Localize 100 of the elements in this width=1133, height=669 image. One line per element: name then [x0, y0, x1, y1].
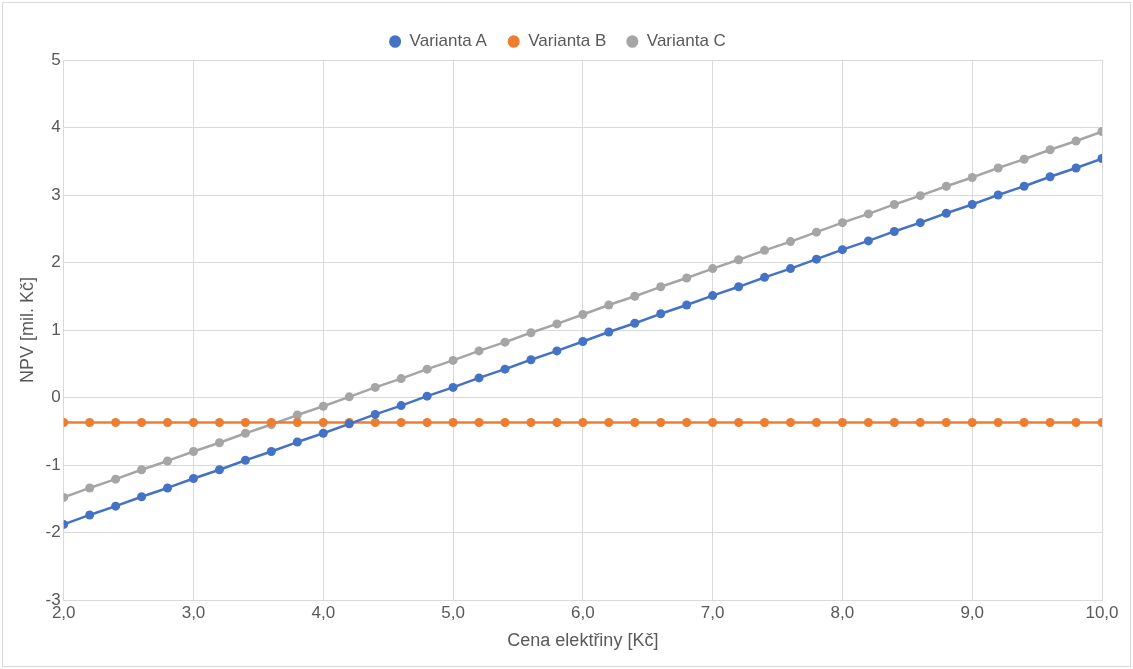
point	[967, 172, 977, 182]
point	[292, 417, 302, 427]
point	[448, 355, 458, 365]
point	[396, 374, 406, 384]
point	[915, 218, 925, 228]
point	[137, 492, 147, 502]
point	[760, 272, 770, 282]
point	[630, 417, 640, 427]
point	[240, 455, 250, 465]
point	[967, 199, 977, 209]
point	[578, 336, 588, 346]
x-tick-label: 3,0	[181, 602, 206, 622]
point	[85, 417, 95, 427]
point	[837, 417, 847, 427]
point	[214, 417, 224, 427]
point	[422, 417, 432, 427]
point	[708, 264, 718, 274]
point	[656, 282, 666, 292]
point	[656, 309, 666, 319]
point	[1071, 163, 1081, 173]
point	[500, 337, 510, 347]
point	[214, 438, 224, 448]
legend-label: Varianta C	[646, 31, 726, 51]
point	[422, 391, 432, 401]
point	[526, 355, 536, 365]
point	[993, 417, 1003, 427]
point	[526, 417, 536, 427]
point	[578, 309, 588, 319]
point	[526, 328, 536, 338]
point	[811, 227, 821, 237]
point	[604, 300, 614, 310]
point	[1045, 417, 1055, 427]
point	[500, 364, 510, 374]
point	[448, 382, 458, 392]
point	[863, 236, 873, 246]
point	[915, 417, 925, 427]
point	[552, 417, 562, 427]
point	[422, 364, 432, 374]
point	[370, 409, 380, 419]
point	[1019, 417, 1029, 427]
point	[318, 417, 328, 427]
point	[111, 501, 121, 511]
point	[734, 282, 744, 292]
point	[889, 417, 899, 427]
x-axis-title: Cena elektřiny [Kč]	[507, 630, 659, 651]
y-axis-title: NPV [mil. Kč]	[16, 276, 37, 384]
point	[163, 417, 173, 427]
point	[760, 245, 770, 255]
point	[578, 417, 588, 427]
y-tick-label: 1	[51, 319, 61, 339]
point	[604, 417, 614, 427]
point	[863, 209, 873, 219]
point	[837, 245, 847, 255]
point	[474, 346, 484, 356]
point	[941, 181, 951, 191]
point	[552, 346, 562, 356]
point	[292, 437, 302, 447]
point	[786, 264, 796, 274]
point	[837, 218, 847, 228]
point	[1071, 417, 1081, 427]
point	[786, 237, 796, 247]
point	[915, 191, 925, 201]
legend-label: Varianta B	[528, 31, 607, 51]
x-tick-label: 10,0	[1085, 602, 1119, 622]
point	[189, 447, 198, 456]
point	[344, 392, 354, 402]
point	[396, 401, 406, 411]
y-tick-label: 5	[51, 49, 61, 69]
point	[163, 456, 173, 466]
point	[656, 417, 666, 427]
point	[240, 428, 250, 438]
point	[1045, 145, 1055, 155]
x-tick-label: 7,0	[700, 602, 725, 622]
point	[682, 273, 692, 283]
legend-label: Varianta A	[409, 31, 488, 51]
point	[396, 417, 406, 427]
y-tick-label: 4	[51, 117, 61, 137]
y-tick-label: -2	[45, 522, 61, 542]
point	[214, 465, 224, 475]
point	[682, 417, 692, 427]
point	[500, 417, 510, 427]
point	[889, 226, 899, 236]
x-tick-label: 4,0	[311, 602, 336, 622]
point	[967, 417, 977, 427]
point	[863, 417, 873, 427]
x-tick-label: 5,0	[441, 602, 465, 622]
point	[811, 417, 821, 427]
point	[111, 417, 121, 427]
point	[318, 428, 328, 438]
point	[1019, 181, 1029, 191]
point	[137, 417, 147, 427]
point	[682, 300, 692, 310]
point	[474, 373, 484, 383]
point	[474, 417, 484, 427]
y-tick-label: 0	[51, 387, 61, 407]
point	[708, 417, 718, 427]
point	[1019, 154, 1029, 164]
point	[811, 254, 821, 264]
point	[760, 417, 770, 427]
y-tick-label: 3	[51, 184, 61, 204]
